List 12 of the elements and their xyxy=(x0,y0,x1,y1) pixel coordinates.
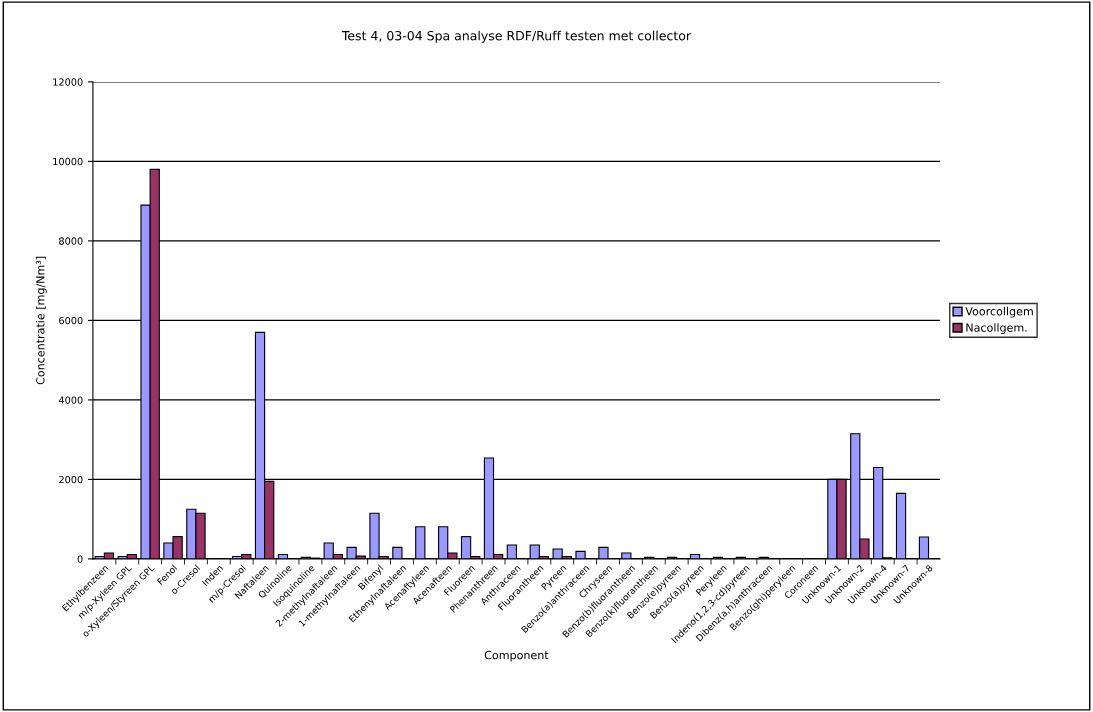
y-tick-label: 2000 xyxy=(59,475,83,484)
y-tick-label: 6000 xyxy=(59,316,83,325)
legend-label: Nacollgem. xyxy=(966,323,1027,334)
chart-title: Test 4, 03-04 Spa analyse RDF/Ruff testen met collector xyxy=(341,30,692,43)
y-tick-label: 10000 xyxy=(53,157,83,166)
y-tick-label: 0 xyxy=(77,555,83,563)
y-tick-label: 8000 xyxy=(59,237,83,245)
y-axis-title: Concentratie [mg/Nm³] xyxy=(35,256,47,385)
legend-label: Voorcollgem xyxy=(965,306,1033,318)
x-axis-title: Component xyxy=(484,650,549,662)
y-tick-label: 4000 xyxy=(58,396,83,404)
y-tick-label: 12000 xyxy=(53,78,83,86)
